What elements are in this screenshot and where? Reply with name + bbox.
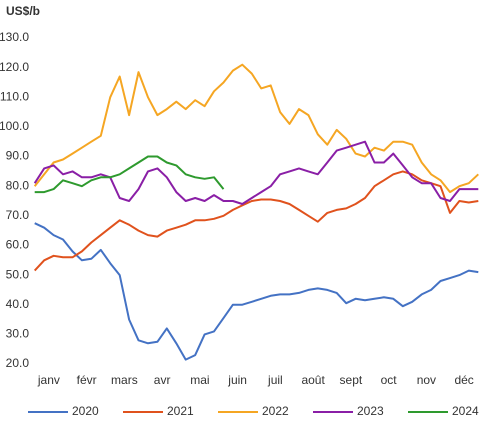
y-tick-label: 60.0 bbox=[6, 238, 30, 252]
y-tick-label: 40.0 bbox=[6, 297, 30, 311]
y-tick-label: 90.0 bbox=[6, 149, 30, 163]
x-tick-label: févr bbox=[77, 373, 97, 387]
x-tick-label: juil bbox=[267, 373, 283, 387]
x-tick-label: nov bbox=[417, 373, 436, 387]
y-tick-label: 70.0 bbox=[6, 208, 30, 222]
y-tick-label: 100.0 bbox=[0, 119, 29, 133]
x-tick-label: janv bbox=[37, 373, 60, 387]
x-tick-label: oct bbox=[381, 373, 398, 387]
y-tick-label: 110.0 bbox=[0, 89, 29, 103]
legend-label: 2020 bbox=[72, 404, 99, 418]
y-tick-label: 120.0 bbox=[0, 60, 29, 74]
y-tick-label: 30.0 bbox=[6, 327, 30, 341]
y-tick-label: 20.0 bbox=[6, 356, 30, 370]
x-tick-label: juin bbox=[227, 373, 247, 387]
series-line bbox=[34, 222, 479, 361]
legend-label: 2024 bbox=[452, 404, 479, 418]
legend-label: 2021 bbox=[167, 404, 194, 418]
series-line bbox=[33, 170, 479, 272]
x-tick-label: avr bbox=[154, 373, 171, 387]
y-tick-label: 80.0 bbox=[6, 178, 30, 192]
chart-title: US$/b bbox=[6, 4, 40, 18]
x-tick-label: mars bbox=[111, 373, 138, 387]
x-tick-label: déc bbox=[454, 373, 473, 387]
y-tick-label: 50.0 bbox=[6, 267, 30, 281]
series-line bbox=[34, 155, 225, 194]
series-line bbox=[33, 140, 479, 205]
legend-label: 2022 bbox=[262, 404, 289, 418]
y-tick-label: 130.0 bbox=[0, 30, 29, 44]
x-tick-label: sept bbox=[340, 373, 363, 387]
x-tick-label: mai bbox=[190, 373, 209, 387]
series-line bbox=[33, 63, 479, 194]
legend-label: 2023 bbox=[357, 404, 384, 418]
x-tick-label: août bbox=[301, 373, 325, 387]
